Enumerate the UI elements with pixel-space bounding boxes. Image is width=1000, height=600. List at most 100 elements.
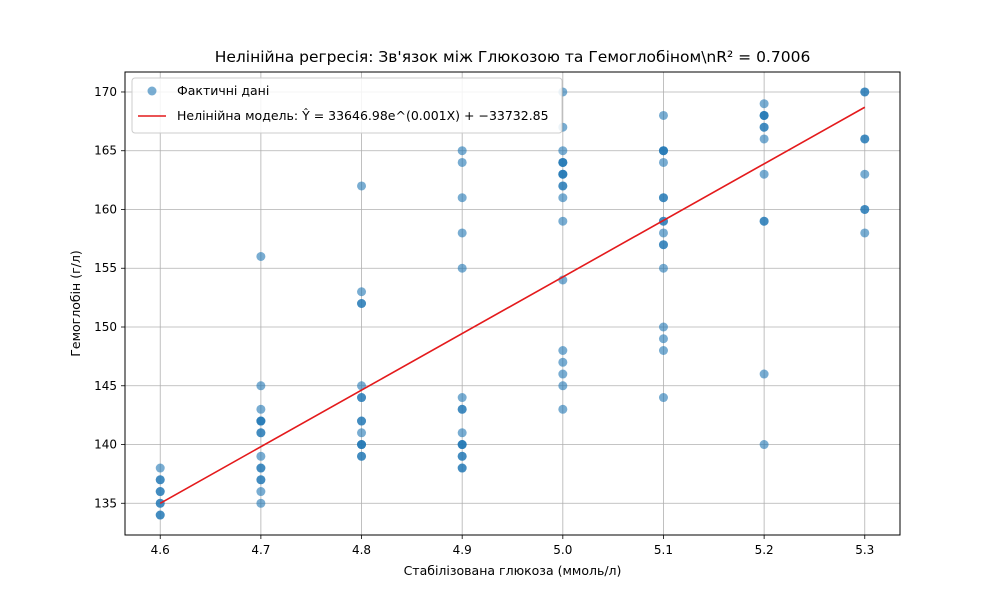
chart-title: Нелінійна регресія: Зв'язок між Глюкозою…: [215, 48, 811, 66]
data-point: [558, 369, 568, 379]
data-point: [759, 110, 769, 120]
data-point: [256, 381, 266, 391]
data-point: [558, 193, 568, 203]
data-point: [759, 122, 769, 132]
data-point: [457, 393, 467, 403]
data-point: [558, 381, 568, 391]
data-point: [256, 404, 266, 414]
legend-marker-points: [147, 86, 157, 96]
fit-line: [159, 106, 866, 504]
data-point: [357, 299, 367, 308]
data-point: [155, 463, 165, 473]
data-point: [759, 134, 769, 144]
x-tick-label: 5.1: [654, 543, 673, 557]
data-point: [658, 110, 668, 120]
data-point: [256, 251, 266, 261]
data-point: [658, 157, 668, 167]
data-point: [357, 428, 367, 438]
x-tick-label: 4.6: [151, 543, 170, 557]
y-tick-label: 165: [94, 144, 117, 158]
data-point: [256, 416, 266, 426]
data-point: [860, 228, 870, 238]
x-tick-label: 5.2: [755, 543, 774, 557]
data-point: [558, 404, 568, 414]
data-point: [256, 451, 266, 461]
x-tick-label: 4.8: [352, 543, 371, 557]
data-point: [658, 346, 668, 356]
data-point: [759, 216, 769, 226]
data-point: [759, 440, 769, 450]
data-point: [860, 87, 870, 97]
data-point: [658, 146, 668, 156]
grid-lines: [125, 72, 900, 535]
y-tick-label: 160: [94, 202, 117, 216]
data-point: [256, 475, 266, 485]
data-point: [256, 487, 266, 497]
data-point: [558, 216, 568, 226]
data-point: [457, 228, 467, 238]
legend: Фактичні дані Нелінійна модель: Ŷ = 3364…: [131, 77, 563, 134]
x-axis-label: Стабілізована глюкоза (ммоль/л): [404, 563, 622, 578]
y-tick-label: 170: [94, 85, 117, 99]
data-point: [357, 181, 367, 191]
data-point: [860, 169, 870, 179]
data-point: [457, 146, 467, 156]
legend-label-points: Фактичні дані: [177, 83, 269, 98]
y-tick-label: 140: [94, 438, 117, 452]
data-point: [457, 451, 467, 461]
data-point: [860, 204, 870, 214]
data-point: [256, 428, 266, 438]
data-points: [155, 87, 870, 520]
data-point: [457, 193, 467, 203]
data-point: [558, 169, 568, 179]
y-axis-ticks: 135 140 145 150 155 160 165 170: [94, 85, 125, 510]
data-point: [759, 369, 769, 379]
data-point: [558, 146, 568, 156]
x-tick-label: 5.0: [553, 543, 572, 557]
plot-frame: [124, 71, 901, 536]
data-point: [357, 287, 367, 297]
data-point: [558, 357, 568, 367]
data-point: [658, 393, 668, 403]
data-point: [357, 451, 367, 461]
data-point: [658, 263, 668, 273]
x-tick-label: 5.3: [855, 543, 874, 557]
data-point: [256, 463, 266, 473]
data-point: [860, 134, 870, 144]
data-point: [457, 428, 467, 438]
data-point: [457, 263, 467, 273]
x-tick-label: 4.7: [251, 543, 270, 557]
data-point: [558, 181, 568, 191]
data-point: [457, 404, 467, 414]
data-point: [357, 440, 367, 450]
y-tick-label: 145: [94, 379, 117, 393]
legend-box: [131, 77, 563, 134]
y-tick-label: 150: [94, 320, 117, 334]
data-point: [658, 334, 668, 344]
x-tick-label: 4.9: [453, 543, 472, 557]
legend-label-fit-line: Нелінійна модель: Ŷ = 33646.98e^(0.001X)…: [177, 108, 549, 123]
data-point: [759, 99, 769, 109]
data-point: [658, 240, 668, 250]
x-axis-ticks: 4.6 4.7 4.8 4.9 5.0 5.1 5.2 5.3: [151, 535, 874, 557]
data-point: [155, 475, 165, 485]
data-point: [457, 157, 467, 167]
data-point: [256, 498, 266, 508]
data-point: [658, 322, 668, 332]
y-tick-label: 155: [94, 261, 117, 275]
data-point: [558, 346, 568, 356]
data-point: [558, 157, 568, 167]
data-point: [155, 510, 165, 520]
data-point: [357, 416, 367, 426]
data-point: [457, 463, 467, 473]
fit-line-group: [159, 106, 866, 504]
data-point: [357, 393, 367, 403]
data-point: [155, 487, 165, 497]
data-point: [658, 193, 668, 203]
data-point: [457, 440, 467, 450]
data-point: [658, 228, 668, 238]
y-axis-label: Гемоглобін (г/л): [68, 250, 83, 356]
y-tick-label: 135: [94, 496, 117, 510]
data-point: [759, 169, 769, 179]
